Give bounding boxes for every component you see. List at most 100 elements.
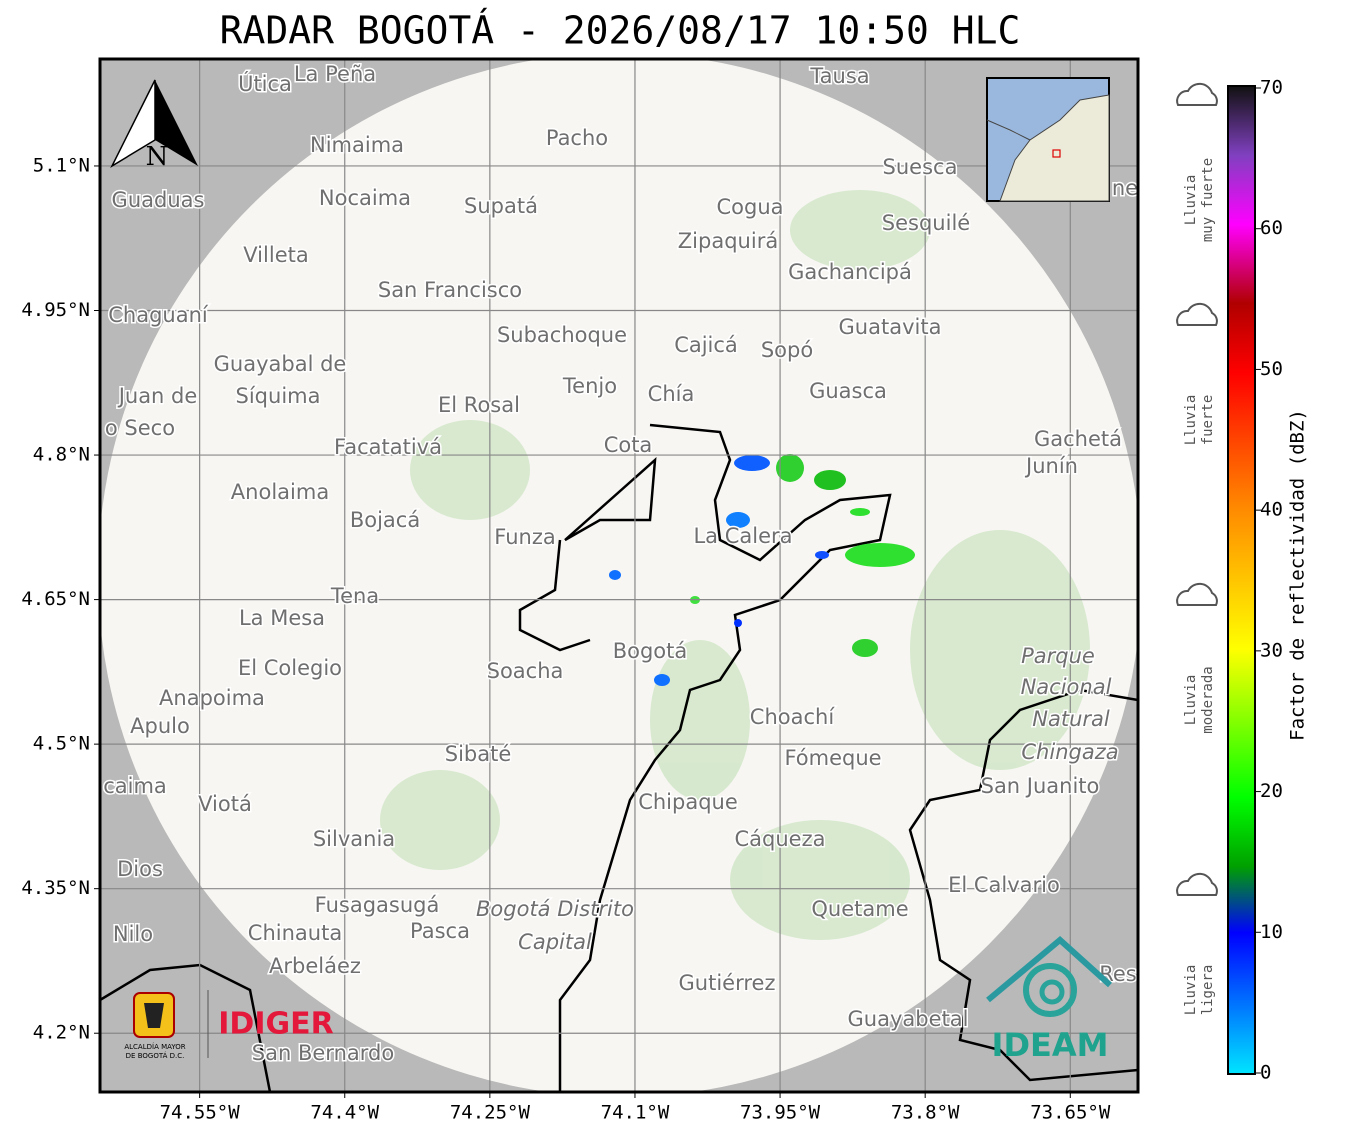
place-label: San Francisco bbox=[378, 278, 522, 302]
place-label: Viotá bbox=[198, 792, 252, 816]
place-label: Nocaima bbox=[319, 186, 411, 210]
place-label: El Rosal bbox=[438, 393, 520, 417]
colorbar-tick-label: 30 bbox=[1260, 639, 1283, 661]
place-label: Silvania bbox=[313, 827, 395, 851]
north-arrow: N bbox=[110, 79, 198, 172]
cloud-icon bbox=[1176, 82, 1218, 106]
colorbar-tick-label: 20 bbox=[1260, 780, 1283, 802]
rain-level: Lluviafuerte bbox=[1176, 302, 1218, 446]
rain-level: Lluviamuy fuerte bbox=[1176, 82, 1218, 242]
logo-ideam-text: IDEAM bbox=[992, 1026, 1109, 1064]
place-label: ne bbox=[1112, 176, 1138, 200]
place-label: Suesca bbox=[883, 155, 958, 179]
lat-tick-label: 4.65°N bbox=[21, 588, 90, 610]
place-label: Arbeláez bbox=[269, 954, 361, 978]
place-label: Gutiérrez bbox=[679, 971, 776, 995]
rain-label-line: moderada bbox=[1200, 666, 1216, 733]
colorbar-tick-label: 0 bbox=[1260, 1062, 1271, 1084]
lat-tick-label: 4.2°N bbox=[33, 1022, 90, 1044]
place-label: Nimaima bbox=[310, 133, 404, 157]
place-label: Chingaza bbox=[1021, 740, 1118, 764]
place-label: Dios bbox=[117, 857, 163, 881]
colorbar-tick-label: 40 bbox=[1260, 499, 1283, 521]
place-label: San Juanito bbox=[981, 774, 1100, 798]
place-label: Chaguaní bbox=[108, 303, 209, 327]
rain-label-line: fuerte bbox=[1200, 395, 1216, 446]
rain-label: Lluviamuy fuerte bbox=[1183, 158, 1216, 242]
place-label: Nilo bbox=[113, 922, 153, 946]
place-label: Tausa bbox=[809, 64, 869, 88]
radar-echoes bbox=[609, 454, 915, 686]
lon-tick-label: 73.8°W bbox=[891, 1102, 960, 1124]
place-label: Guayabetal bbox=[848, 1007, 969, 1031]
cloud-icon bbox=[1176, 302, 1218, 326]
lat-tick-label: 4.5°N bbox=[33, 733, 90, 755]
place-label: Facatativá bbox=[334, 435, 442, 459]
lon-tick-label: 74.55°W bbox=[160, 1102, 241, 1124]
place-label: Cogua bbox=[716, 195, 783, 219]
place-label: La Mesa bbox=[239, 606, 325, 630]
rain-level: Lluvialigera bbox=[1176, 872, 1218, 1016]
place-label: Útica bbox=[238, 71, 292, 96]
place-label: La Calera bbox=[693, 524, 792, 548]
place-label: Gachancipá bbox=[788, 260, 912, 284]
place-label: Bogotá Distrito bbox=[476, 897, 634, 921]
place-label: Parque bbox=[1021, 644, 1095, 668]
place-label: Villeta bbox=[243, 243, 308, 267]
place-label: Funza bbox=[494, 525, 555, 549]
inset-map bbox=[986, 77, 1110, 202]
place-label: Cota bbox=[604, 433, 653, 457]
place-label: Subachoque bbox=[497, 323, 627, 347]
rain-label-line: Lluvia bbox=[1183, 965, 1199, 1016]
place-label: Bojacá bbox=[350, 508, 420, 532]
north-label: N bbox=[146, 142, 169, 172]
colorbar-tick-label: 10 bbox=[1260, 921, 1283, 943]
place-label: San Bernardo bbox=[252, 1041, 394, 1065]
place-label: Sibaté bbox=[445, 742, 512, 766]
map: Útica La Peña Tausa Pacho Nimaima Suesca Guadu… bbox=[100, 59, 1138, 1092]
rain-label-line: Lluvia bbox=[1183, 675, 1199, 726]
place-label: El Calvario bbox=[948, 873, 1060, 897]
place-label: La Peña bbox=[294, 62, 376, 86]
place-label: Tenjo bbox=[562, 374, 617, 398]
cloud-icon bbox=[1176, 582, 1218, 606]
place-label: Soacha bbox=[487, 659, 564, 683]
place-label: Pasca bbox=[410, 919, 470, 943]
place-label: Choachí bbox=[750, 705, 836, 729]
colorbar-tick-label: 50 bbox=[1260, 358, 1283, 380]
place-label: Anapoima bbox=[159, 686, 265, 710]
place-label: Cáqueza bbox=[735, 827, 826, 851]
lon-tick-label: 73.65°W bbox=[1030, 1102, 1111, 1124]
title: RADAR BOGOTÁ - 2026/08/17 10:50 HLC bbox=[220, 9, 1021, 53]
rain-level: Lluviamoderada bbox=[1176, 582, 1218, 734]
lon-tick-label: 73.95°W bbox=[740, 1102, 821, 1124]
lon-tick-label: 74.4°W bbox=[310, 1102, 379, 1124]
place-label: Sesquilé bbox=[882, 211, 970, 235]
place-label: Pacho bbox=[546, 126, 608, 150]
place-label: Natural bbox=[1032, 707, 1110, 731]
colorbar-label: Factor de reflectividad (dBZ) bbox=[1287, 409, 1309, 741]
rain-label: Lluviafuerte bbox=[1183, 395, 1216, 446]
place-label: Anolaima bbox=[231, 480, 329, 504]
lat-tick-label: 5.1°N bbox=[33, 154, 90, 176]
place-label: Síquima bbox=[236, 384, 321, 408]
place-label: Cajicá bbox=[674, 333, 738, 357]
place-label: Tena bbox=[330, 584, 379, 608]
rain-label-line: Lluvia bbox=[1183, 175, 1199, 226]
cloud-icon bbox=[1176, 872, 1218, 896]
colorbar-tick-label: 70 bbox=[1260, 77, 1283, 99]
place-label: Nacional bbox=[1021, 675, 1112, 699]
lat-tick-label: 4.8°N bbox=[33, 444, 90, 466]
lon-tick-label: 74.1°W bbox=[601, 1102, 670, 1124]
place-label: El Colegio bbox=[238, 656, 342, 680]
colorbar bbox=[1227, 85, 1256, 1075]
place-label: Junín bbox=[1024, 454, 1078, 478]
place-label: Capital bbox=[518, 930, 592, 954]
rain-label-line: ligera bbox=[1200, 965, 1216, 1016]
place-label: Quetame bbox=[811, 897, 908, 921]
map-frame bbox=[98, 57, 1140, 1094]
place-label: Guasca bbox=[809, 379, 887, 403]
rain-label: Lluviamoderada bbox=[1183, 666, 1216, 733]
place-label: Chipaque bbox=[638, 790, 738, 814]
